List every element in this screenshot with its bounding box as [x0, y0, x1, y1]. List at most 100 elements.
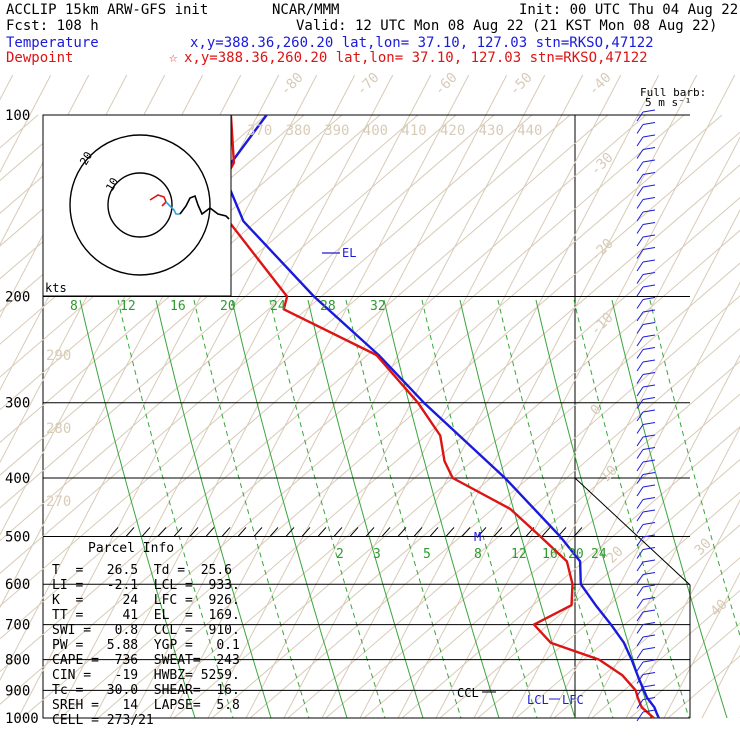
init-time: Init: 00 UTC Thu 04 Aug 22 — [519, 2, 738, 18]
barb-staff — [636, 611, 644, 622]
isotherm-line — [321, 74, 660, 719]
hatch-tick — [189, 527, 199, 537]
barb-flag — [642, 509, 656, 513]
isotherm-label: -70 — [354, 70, 383, 99]
isotherm-line — [625, 499, 740, 719]
barb-staff — [636, 261, 644, 272]
barb-flag — [642, 284, 656, 288]
wind-barb — [636, 659, 656, 672]
mixing-ratio-label: 2 — [336, 547, 344, 562]
barb-flag — [642, 272, 656, 275]
barb-flag — [642, 247, 656, 250]
barb-staff — [636, 374, 644, 384]
dewpoint-legend: Dewpoint — [6, 50, 73, 66]
parcel-info-title: Parcel Info — [88, 541, 174, 556]
barb-staff — [636, 424, 644, 434]
barb-flag — [642, 159, 656, 163]
valid-time: Valid: 12 UTC Mon 08 Aug 22 (21 KST Mon … — [296, 18, 717, 34]
theta-label: 410 — [401, 123, 426, 139]
title-line-1: ACCLIP 15km ARW-GFS init — [6, 2, 208, 18]
barb-staff — [636, 561, 644, 572]
adiabat-line — [0, 114, 571, 607]
hatch-tick — [333, 527, 343, 537]
barb-flag — [642, 634, 656, 638]
isotherm-line — [397, 74, 736, 719]
wind-barb — [636, 297, 656, 309]
wind-barb — [636, 697, 656, 709]
wind-barb — [636, 609, 656, 622]
pressure-label: 300 — [5, 396, 30, 412]
mixing-ratio-label: 20 — [568, 547, 584, 562]
barb-staff — [636, 686, 644, 697]
parcel-row: TT = 41 EL = 169. — [52, 608, 240, 623]
isotherm-label: -60 — [432, 70, 461, 99]
wind-barb — [636, 672, 656, 684]
theta-label: 400 — [363, 123, 388, 139]
barb-staff — [636, 124, 644, 134]
adiabat-line — [249, 295, 740, 719]
isotherm-line — [473, 209, 740, 719]
mixing-ratio-line — [231, 299, 348, 719]
wind-barb — [636, 184, 656, 197]
wind-barb — [636, 684, 656, 697]
parcel-row: CAPE = 736 SWEAT= 243 — [52, 653, 240, 668]
wind-barb — [636, 234, 656, 247]
wind-barb — [636, 272, 656, 284]
barb-flag — [642, 109, 656, 113]
pressure-label: 500 — [5, 529, 30, 545]
adiabat-line — [439, 458, 740, 719]
barb-flag — [642, 547, 656, 550]
isotherm-line — [207, 74, 546, 719]
wind-barb — [636, 347, 656, 359]
wind-barb — [636, 247, 656, 259]
wind-barb — [636, 334, 656, 347]
mixing-ratio-line — [345, 299, 462, 719]
hatch-tick — [509, 527, 519, 537]
parcel-row: Tc = 30.0 SHEAR= 16. — [52, 683, 240, 698]
parcel-row: CELL = 273/21 — [52, 713, 154, 728]
barb-flag — [642, 609, 656, 613]
mixing-ratio-line — [535, 299, 652, 719]
mixing-ratio-line — [421, 299, 538, 719]
parcel-row: CIN = -19 HWBZ= 5259. — [52, 668, 240, 683]
barb-flag — [642, 134, 656, 138]
barb-flag — [642, 347, 656, 350]
hatch-tick — [445, 527, 455, 537]
parcel-row: PW = 5.88 YGP = 0.1 — [52, 638, 240, 653]
wind-barb — [636, 384, 656, 397]
wind-barb — [636, 209, 656, 222]
wind-barb — [636, 447, 656, 459]
wind-barb — [636, 134, 656, 147]
barb-staff — [636, 274, 644, 284]
hatch-tick — [269, 527, 279, 537]
wind-barb — [636, 459, 656, 472]
barb-staff — [636, 699, 644, 709]
mixing-ratio-line — [79, 299, 196, 719]
isotherm-line — [663, 571, 740, 719]
hodo-unit: kts — [45, 281, 67, 295]
mixing-ratio-label: 8 — [474, 547, 482, 562]
barb-staff — [636, 624, 644, 634]
barb-flag — [642, 447, 656, 450]
barb-flag — [642, 622, 656, 625]
barb-staff — [636, 511, 644, 522]
theta-label: 370 — [247, 123, 272, 139]
adiabat-line — [0, 114, 495, 542]
barb-flag — [642, 472, 656, 475]
mixing-ratio-line — [269, 299, 386, 719]
barb-staff — [636, 174, 644, 184]
isotherm-line — [131, 74, 470, 719]
barb-staff — [636, 474, 644, 484]
parcel-row: SWI = 0.8 CCL = 910. — [52, 623, 240, 638]
dewpoint-location: x,y=388.36,260.20 lat,lon= 37.10, 127.03… — [184, 50, 648, 66]
parcel-row: K = 24 LFC = 926. — [52, 593, 240, 608]
adiabat-line — [0, 114, 647, 673]
barb-staff — [636, 499, 644, 509]
hatch-tick — [109, 527, 119, 537]
barb-flag — [642, 122, 656, 125]
barb-flag — [642, 497, 656, 500]
mixing-ratio-label: 3 — [373, 547, 381, 562]
wind-barb — [636, 522, 656, 534]
wind-barb — [636, 484, 656, 497]
